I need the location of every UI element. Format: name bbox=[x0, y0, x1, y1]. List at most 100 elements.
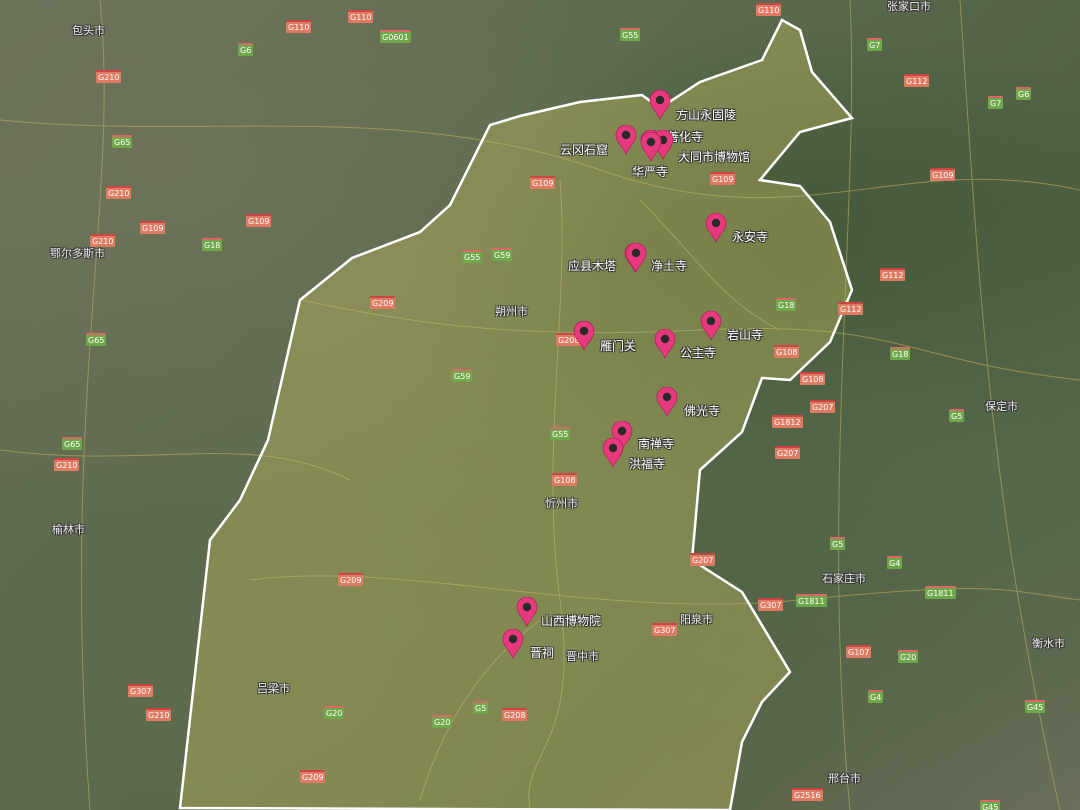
city-label: 衡水市 bbox=[1032, 637, 1065, 650]
road-shield: G109 bbox=[140, 221, 166, 234]
road-shield: G1811 bbox=[925, 586, 956, 599]
road-shield: G210 bbox=[106, 186, 132, 199]
city-label: 榆林市 bbox=[52, 523, 85, 536]
road-shield: G4 bbox=[887, 556, 903, 569]
city-label: 张家口市 bbox=[887, 0, 931, 13]
road-shield: G209 bbox=[338, 573, 364, 586]
road-shield: G20 bbox=[432, 715, 453, 728]
map-pin-icon[interactable] bbox=[573, 321, 595, 351]
shanxi-province-region bbox=[178, 18, 855, 810]
city-label: 忻州市 bbox=[545, 497, 578, 510]
road-shield: G307 bbox=[758, 598, 784, 611]
road-shield: G2516 bbox=[792, 788, 823, 801]
map-pin-icon[interactable] bbox=[625, 243, 647, 273]
marker-label[interactable]: 洪福寺 bbox=[629, 457, 666, 471]
road-shield: G207 bbox=[775, 446, 801, 459]
marker-label[interactable]: 善化寺 bbox=[667, 130, 704, 144]
road-shield: G109 bbox=[530, 176, 556, 189]
road-shield: G110 bbox=[348, 10, 374, 23]
road-shield: G307 bbox=[652, 623, 678, 636]
city-label: 石家庄市 bbox=[822, 572, 866, 585]
road-shield: G107 bbox=[846, 645, 872, 658]
road-shield: G210 bbox=[90, 234, 116, 247]
marker-label[interactable]: 华严寺 bbox=[632, 165, 669, 179]
road-shield: G59 bbox=[492, 248, 513, 261]
road-shield: G108 bbox=[774, 345, 800, 358]
road-shield: G112 bbox=[880, 268, 906, 281]
road-shield: G209 bbox=[300, 770, 326, 783]
road-shield: G208 bbox=[502, 708, 528, 721]
road-shield: G1811 bbox=[796, 594, 827, 607]
road-shield: G7 bbox=[988, 96, 1004, 109]
city-label: 阳泉市 bbox=[680, 613, 713, 626]
road-shield: G109 bbox=[710, 172, 736, 185]
map-pin-icon[interactable] bbox=[700, 311, 722, 341]
map-pin-icon[interactable] bbox=[654, 329, 676, 359]
map-pin-icon[interactable] bbox=[649, 90, 671, 120]
marker-label[interactable]: 永安寺 bbox=[732, 230, 769, 244]
road-shield: G55 bbox=[550, 427, 571, 440]
marker-label[interactable]: 云冈石窟 bbox=[560, 143, 609, 157]
road-shield: G7 bbox=[867, 38, 883, 51]
city-label: 吕梁市 bbox=[257, 682, 290, 695]
city-label: 鄂尔多斯市 bbox=[50, 247, 105, 260]
road-shield: G6 bbox=[1016, 87, 1032, 100]
road-shield: G65 bbox=[62, 437, 83, 450]
road-shield: G5 bbox=[473, 701, 489, 714]
road-shield: G18 bbox=[202, 238, 223, 251]
marker-label[interactable]: 应县木塔 bbox=[568, 259, 617, 273]
road-shield: G0601 bbox=[380, 30, 411, 43]
road-shield: G20 bbox=[324, 706, 345, 719]
road-shield: G65 bbox=[112, 135, 133, 148]
city-label: 包头市 bbox=[72, 24, 105, 37]
map-pin-icon[interactable] bbox=[602, 438, 624, 468]
marker-label[interactable]: 山西博物院 bbox=[541, 614, 602, 628]
road-shield: G307 bbox=[128, 684, 154, 697]
marker-label[interactable]: 佛光寺 bbox=[684, 404, 721, 418]
map-pin-icon[interactable] bbox=[502, 629, 524, 659]
marker-label[interactable]: 公主寺 bbox=[680, 346, 717, 360]
marker-label[interactable]: 晋祠 bbox=[530, 646, 555, 660]
map-pin-icon[interactable] bbox=[640, 132, 662, 162]
marker-label[interactable]: 南禅寺 bbox=[638, 437, 675, 451]
road-shield: G207 bbox=[690, 553, 716, 566]
marker-label[interactable]: 方山永固陵 bbox=[676, 108, 737, 122]
road-shield: G108 bbox=[552, 473, 578, 486]
road-shield: G59 bbox=[452, 369, 473, 382]
road-shield: G207 bbox=[810, 400, 836, 413]
road-shield: G55 bbox=[462, 250, 483, 263]
city-label: 晋中市 bbox=[566, 650, 599, 663]
marker-label[interactable]: 岩山寺 bbox=[727, 328, 764, 342]
road-shield: G112 bbox=[904, 74, 930, 87]
road-shield: G20 bbox=[898, 650, 919, 663]
road-shield: G108 bbox=[800, 372, 826, 385]
road-shield: G209 bbox=[370, 296, 396, 309]
road-shield: G45 bbox=[1025, 700, 1046, 713]
city-label: 邢台市 bbox=[828, 772, 861, 785]
road-shield: G5 bbox=[949, 409, 965, 422]
map-pin-icon[interactable] bbox=[656, 387, 678, 417]
road-shield: G109 bbox=[246, 214, 272, 227]
city-label: 朔州市 bbox=[495, 305, 528, 318]
road-shield: G110 bbox=[286, 20, 312, 33]
road-shield: G210 bbox=[54, 458, 80, 471]
map-pin-icon[interactable] bbox=[516, 597, 538, 627]
road-shield: G210 bbox=[96, 70, 122, 83]
road-shield: G55 bbox=[620, 28, 641, 41]
map-pin-icon[interactable] bbox=[705, 213, 727, 243]
road-shield: G5 bbox=[830, 537, 846, 550]
road-shield: G210 bbox=[146, 708, 172, 721]
road-shield: G110 bbox=[756, 3, 782, 16]
road-shield: G4 bbox=[868, 690, 884, 703]
marker-label[interactable]: 雁门关 bbox=[600, 339, 637, 353]
road-shield: G18 bbox=[890, 347, 911, 360]
marker-label[interactable]: 大同市博物馆 bbox=[678, 150, 751, 164]
road-shield: G18 bbox=[776, 298, 797, 311]
road-shield: G45 bbox=[980, 800, 1001, 810]
marker-label[interactable]: 净土寺 bbox=[651, 259, 688, 273]
city-label: 保定市 bbox=[985, 400, 1018, 413]
road-shield: G109 bbox=[930, 168, 956, 181]
map-pin-icon[interactable] bbox=[615, 125, 637, 155]
